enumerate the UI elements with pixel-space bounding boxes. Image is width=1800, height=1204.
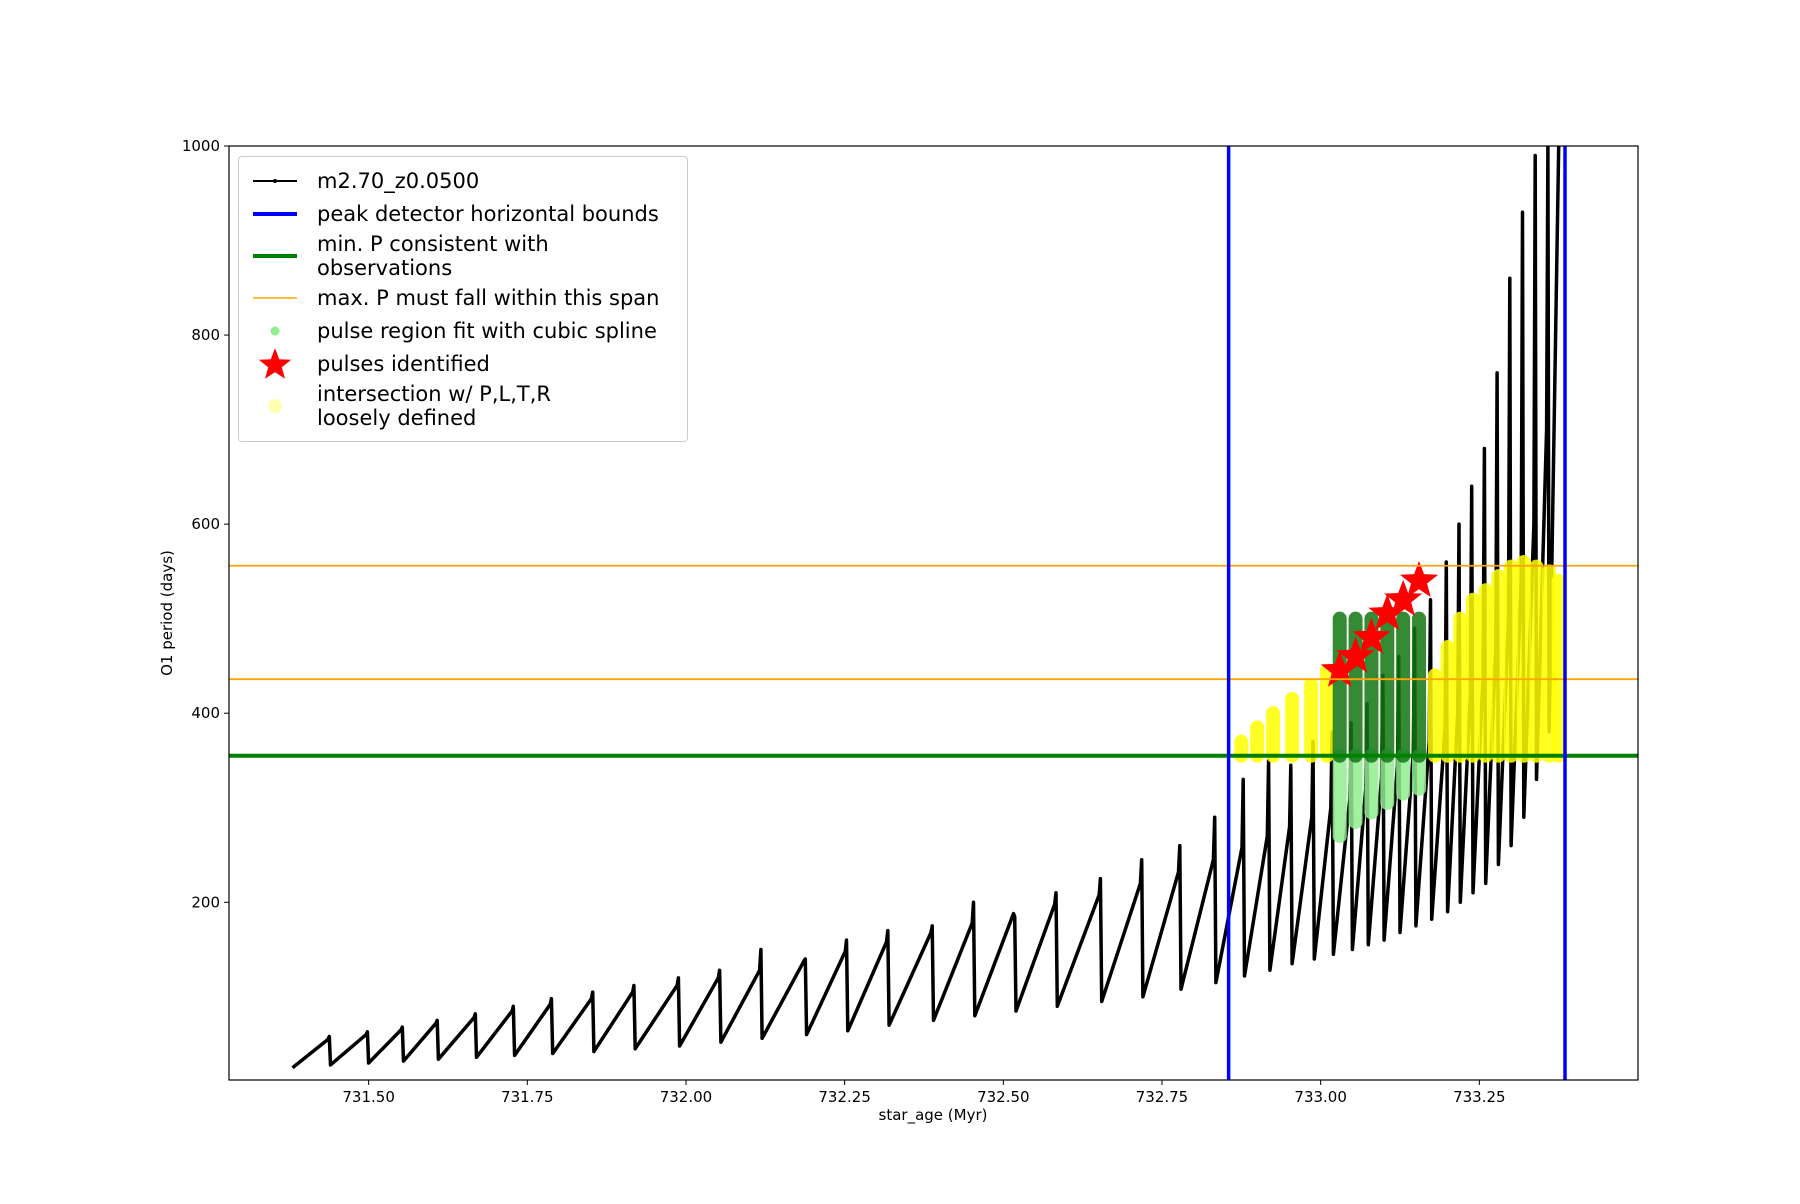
star-marker — [1352, 617, 1391, 654]
y-tick-label: 800 — [191, 326, 220, 344]
x-tick-label: 732.25 — [818, 1088, 871, 1106]
x-tick-label: 732.75 — [1136, 1088, 1189, 1106]
legend-label: intersection w/ P,L,T,R loosely defined — [317, 382, 551, 430]
data-line — [291, 146, 1561, 1070]
star-marker — [1320, 650, 1359, 687]
x-tick-label: 733.00 — [1294, 1088, 1347, 1106]
x-tick-label: 733.25 — [1453, 1088, 1506, 1106]
y-tick-label: 1000 — [182, 137, 220, 155]
legend-marker — [268, 399, 282, 413]
x-axis-label: star_age (Myr) — [879, 1106, 988, 1125]
legend-label: peak detector horizontal bounds — [317, 202, 659, 226]
legend-entry: min. P consistent with observations — [239, 232, 687, 280]
x-tick-label: 732.50 — [977, 1088, 1030, 1106]
legend-label: pulse region fit with cubic spline — [317, 319, 657, 343]
star-marker — [1336, 636, 1375, 673]
legend-star — [258, 349, 292, 379]
y-tick-label: 400 — [191, 704, 220, 722]
star-marker — [1368, 593, 1407, 631]
x-tick-label: 732.00 — [660, 1088, 713, 1106]
legend-marker — [253, 179, 297, 183]
legend-label: min. P consistent with observations — [317, 232, 549, 280]
legend-label: m2.70_z0.0500 — [317, 169, 480, 193]
legend-marker — [258, 349, 292, 379]
y-tick-label: 200 — [191, 893, 220, 911]
legend-entry: peak detector horizontal bounds — [239, 199, 687, 229]
plot-area — [229, 146, 1638, 1080]
star-marker — [1384, 579, 1423, 616]
legend-entry: max. P must fall within this span — [239, 283, 687, 313]
y-tick-label: 600 — [191, 515, 220, 533]
legend-label: pulses identified — [317, 352, 490, 376]
legend-marker — [253, 254, 297, 258]
legend-entry: intersection w/ P,L,T,R loosely defined — [239, 382, 687, 430]
axes-frame — [228, 145, 1639, 1081]
x-tick-label: 731.75 — [501, 1088, 554, 1106]
star-marker — [1400, 560, 1439, 597]
legend-marker — [270, 326, 280, 336]
legend-dot — [273, 179, 277, 183]
legend-dot — [268, 399, 282, 413]
legend-entry: m2.70_z0.0500 — [239, 166, 687, 196]
legend-dot — [270, 326, 280, 336]
x-tick-label: 731.50 — [342, 1088, 395, 1106]
y-axis-label: O1 period (days) — [158, 550, 176, 676]
legend-entry: pulses identified — [239, 349, 687, 379]
legend-marker — [253, 212, 297, 216]
legend-label: max. P must fall within this span — [317, 286, 660, 310]
legend-entry: pulse region fit with cubic spline — [239, 316, 687, 346]
legend-marker — [253, 297, 297, 299]
